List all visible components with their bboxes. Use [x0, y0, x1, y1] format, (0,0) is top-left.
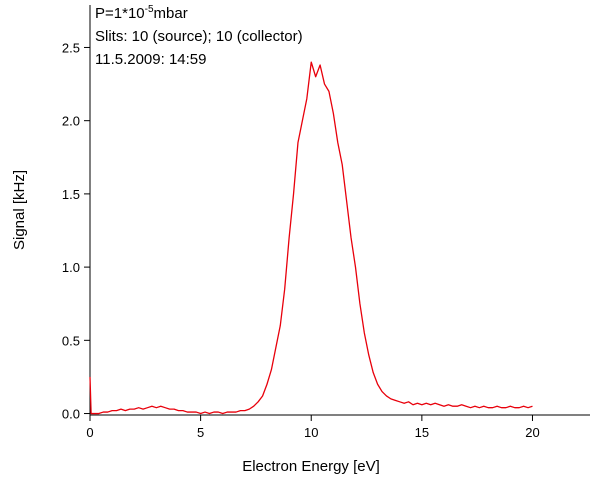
- y-tick-label: 0.0: [62, 407, 80, 422]
- x-tick-label: 15: [415, 425, 429, 440]
- annotation-unit: mbar: [154, 5, 188, 22]
- x-tick-label: 5: [197, 425, 204, 440]
- y-tick-label: 1.0: [62, 260, 80, 275]
- annotation-line: Slits: 10 (source); 10 (collector): [95, 28, 303, 45]
- annotation: P=1*10-5mbar: [95, 4, 188, 22]
- y-tick-label: 2.0: [62, 114, 80, 129]
- y-axis-title: Signal [kHz]: [11, 170, 28, 250]
- annotation-pressure: P=1*10: [95, 5, 145, 22]
- x-tick-label: 0: [86, 425, 93, 440]
- data-line: [89, 61, 533, 415]
- x-axis-title: Electron Energy [eV]: [242, 458, 380, 475]
- annotation-exponent: -5: [145, 4, 154, 15]
- x-tick-label: 20: [525, 425, 539, 440]
- y-tick-label: 1.5: [62, 187, 80, 202]
- annotation-line: 11.5.2009: 14:59: [95, 51, 207, 68]
- y-tick-label: 2.5: [62, 40, 80, 55]
- y-tick-label: 0.5: [62, 333, 80, 348]
- x-tick-label: 10: [304, 425, 318, 440]
